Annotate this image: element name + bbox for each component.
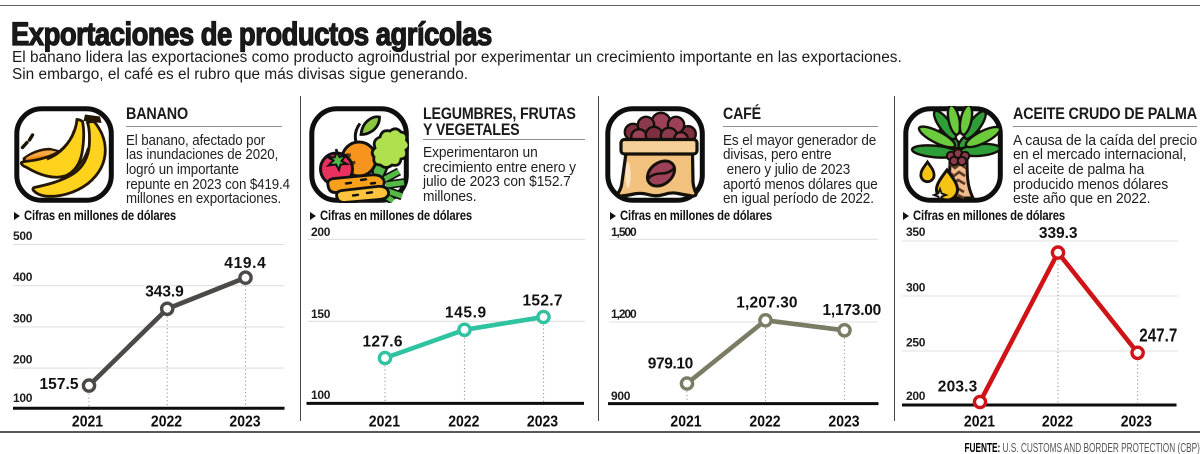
svg-text:300: 300	[13, 311, 33, 325]
svg-text:900: 900	[611, 389, 631, 403]
svg-text:150: 150	[311, 307, 331, 321]
svg-text:152.7: 152.7	[523, 293, 563, 310]
svg-text:1,200: 1,200	[611, 307, 637, 321]
svg-text:1,173.00: 1,173.00	[823, 302, 882, 319]
svg-text:250: 250	[906, 336, 926, 350]
svg-text:350: 350	[906, 225, 926, 239]
svg-text:400: 400	[13, 270, 33, 284]
svg-text:2021: 2021	[72, 413, 104, 430]
svg-text:300: 300	[906, 281, 926, 295]
svg-text:2021: 2021	[670, 413, 702, 430]
svg-text:419.4: 419.4	[224, 255, 266, 272]
svg-text:343.9: 343.9	[145, 284, 184, 301]
svg-text:100: 100	[13, 391, 33, 405]
svg-text:203.3: 203.3	[938, 379, 978, 396]
svg-text:200: 200	[906, 389, 926, 403]
svg-text:2022: 2022	[749, 413, 780, 430]
svg-text:100: 100	[311, 388, 331, 402]
svg-text:200: 200	[13, 353, 33, 367]
svg-text:979.10: 979.10	[648, 356, 693, 373]
svg-text:2023: 2023	[527, 413, 559, 430]
svg-text:200: 200	[311, 225, 331, 239]
svg-text:157.5: 157.5	[40, 376, 79, 393]
svg-text:127.6: 127.6	[363, 333, 403, 350]
svg-text:339.3: 339.3	[1039, 225, 1078, 242]
svg-text:2022: 2022	[151, 413, 182, 430]
svg-text:145.9: 145.9	[445, 305, 487, 322]
svg-text:2022: 2022	[448, 413, 479, 430]
svg-text:2022: 2022	[1042, 413, 1073, 430]
svg-text:2021: 2021	[369, 413, 401, 430]
svg-text:1,500: 1,500	[611, 225, 637, 239]
svg-text:247.7: 247.7	[1139, 324, 1177, 345]
svg-text:2023: 2023	[229, 413, 261, 430]
svg-text:2021: 2021	[964, 413, 996, 430]
svg-text:500: 500	[13, 229, 33, 243]
svg-text:2023: 2023	[1121, 413, 1153, 430]
svg-text:2023: 2023	[828, 413, 860, 430]
svg-text:1,207.30: 1,207.30	[736, 295, 797, 312]
